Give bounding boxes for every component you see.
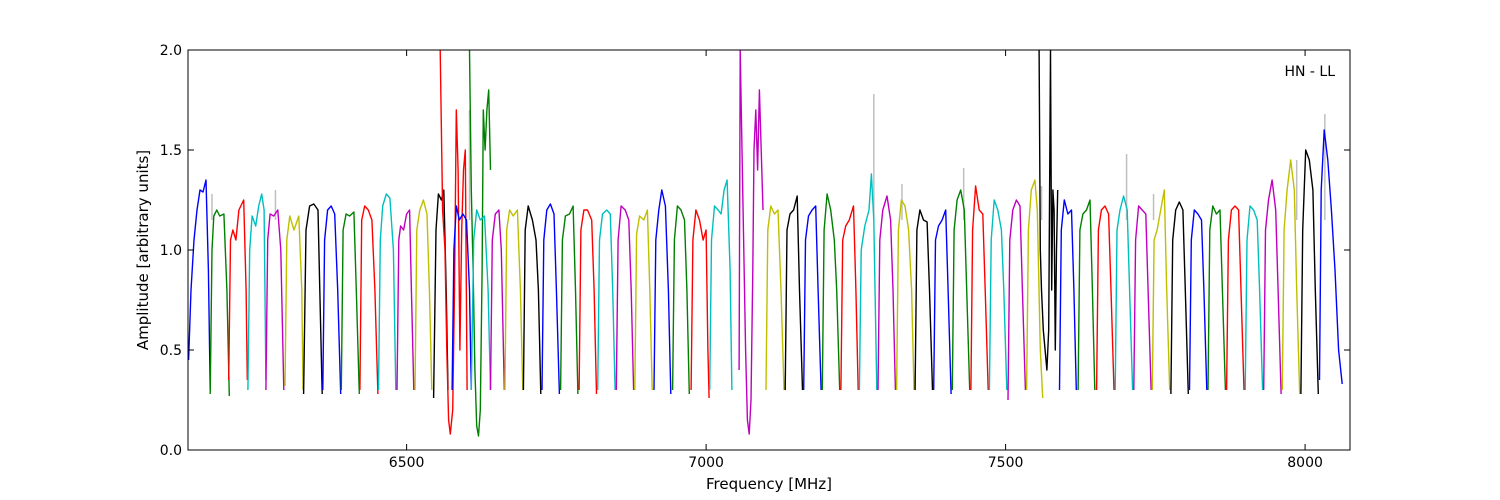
y-tick-label: 2.0 <box>160 43 182 59</box>
x-axis-label: Frequency [MHz] <box>706 475 832 493</box>
series-line <box>1077 199 1096 391</box>
y-tick-label: 1.0 <box>160 243 182 259</box>
series-line <box>284 215 304 391</box>
series-line <box>265 209 285 391</box>
chart-annotation: HN - LL <box>1284 64 1335 80</box>
series-line <box>228 199 248 381</box>
series-line <box>302 203 323 395</box>
series-line <box>1281 159 1301 395</box>
series-line <box>597 209 616 391</box>
series-line <box>451 205 472 391</box>
series-line <box>322 205 342 395</box>
series-line <box>970 185 989 391</box>
series-line <box>1025 179 1044 399</box>
series-line <box>821 193 841 391</box>
series-line <box>765 205 785 391</box>
series-line <box>541 203 561 395</box>
series-line <box>559 205 579 395</box>
x-tick-label: 6500 <box>389 455 425 471</box>
series-line <box>359 205 379 395</box>
series-line <box>522 205 542 395</box>
traces-layer <box>188 50 1343 437</box>
series-line <box>1207 205 1227 391</box>
series-line <box>578 209 598 395</box>
series-line <box>951 189 971 391</box>
series-line <box>933 209 952 395</box>
series-line <box>470 209 492 391</box>
series-line <box>914 209 934 391</box>
series-line <box>1318 129 1343 385</box>
x-tick-label: 8000 <box>1287 455 1323 471</box>
series-line <box>1058 199 1077 391</box>
y-tick-label: 0.5 <box>160 343 182 359</box>
series-line <box>1007 199 1027 401</box>
series-line <box>1114 195 1134 391</box>
series-line <box>784 195 804 391</box>
series-line <box>738 50 764 435</box>
series-line <box>709 179 733 391</box>
series-line <box>340 211 360 395</box>
series-line <box>247 193 267 391</box>
ticks-layer: 6500 7000 7500 8000 0.0 0.5 1.0 1.5 2.0 <box>160 43 1350 471</box>
series-line <box>615 205 635 391</box>
series-line <box>988 199 1008 391</box>
series-line <box>489 209 505 391</box>
series-line <box>504 209 524 391</box>
y-tick-label: 1.5 <box>160 143 182 159</box>
series-line <box>653 189 672 395</box>
series-line <box>1170 201 1189 395</box>
series-line <box>1244 205 1264 391</box>
series-line <box>414 199 433 391</box>
series-line <box>1038 50 1059 371</box>
series-line <box>1188 209 1208 391</box>
series-line <box>877 195 897 391</box>
series-line <box>1151 189 1171 391</box>
series-line <box>690 209 710 399</box>
series-line <box>895 199 915 391</box>
series-line <box>209 209 230 397</box>
series-line <box>396 209 415 391</box>
x-tick-label: 7500 <box>988 455 1024 471</box>
series-line <box>671 205 690 395</box>
series-line <box>1225 205 1245 391</box>
series-line <box>858 173 878 391</box>
x-tick-label: 7000 <box>688 455 724 471</box>
series-line <box>634 209 653 391</box>
series-line <box>1262 179 1282 395</box>
y-tick-label: 0.0 <box>160 443 182 459</box>
series-line <box>840 205 859 391</box>
series-line <box>1133 205 1152 391</box>
series-line <box>1300 149 1319 395</box>
series-line <box>188 179 211 391</box>
series-line <box>439 50 468 435</box>
series-line <box>377 193 397 391</box>
series-line <box>803 205 822 391</box>
series-line <box>1095 205 1115 391</box>
y-axis-label: Amplitude [arbitrary units] <box>134 150 152 350</box>
